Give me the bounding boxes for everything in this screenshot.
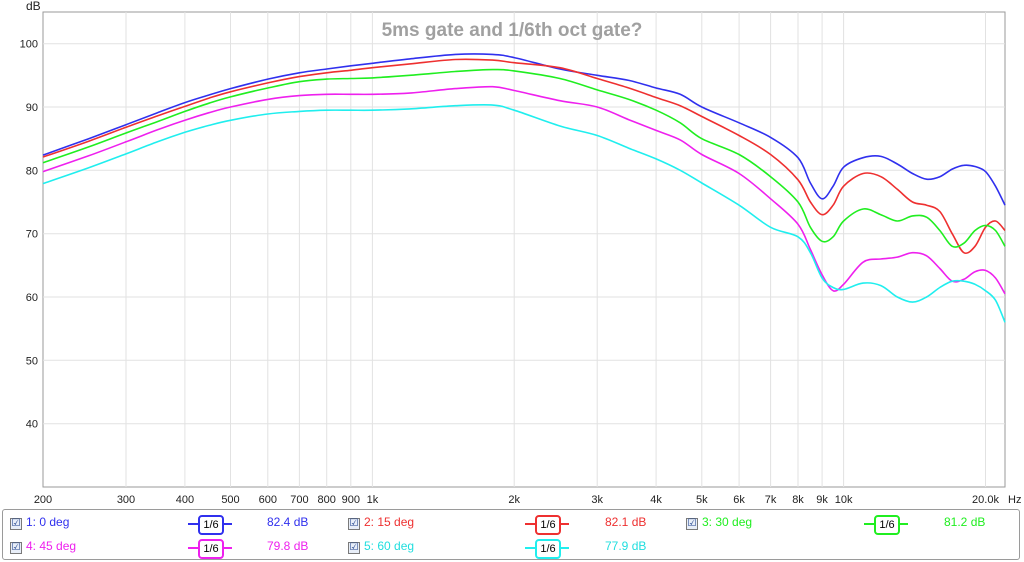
smoothing-swatch-45-deg[interactable]: 1/6 [188,538,232,559]
x-tick-label: 800 [318,494,336,506]
legend-checkbox-0-deg[interactable]: ☑ [10,518,22,530]
legend-value-30-deg: 81.2 dB [944,515,986,529]
series-line-2 [42,58,1006,255]
x-tick-label: 300 [117,494,135,506]
x-tick-label: 400 [176,494,194,506]
legend-checkbox-15-deg[interactable]: ☑ [348,518,360,530]
legend-panel: ☑ 1: 0 deg 1/6 82.4 dB ☑ 2: 15 deg 1/6 8… [2,509,1020,560]
smoothing-label-0-deg: 1/6 [198,515,224,535]
x-axis-unit-label: Hz [1008,494,1021,506]
smoothing-swatch-30-deg[interactable]: 1/6 [864,514,908,535]
y-tick-label: 100 [20,39,38,51]
legend-checkbox-30-deg[interactable]: ☑ [686,518,698,530]
smoothing-swatch-15-deg[interactable]: 1/6 [525,514,569,535]
x-tick-label: 500 [221,494,239,506]
smoothing-label-60-deg: 1/6 [535,539,561,559]
x-tick-label: 20.0k [972,494,999,506]
chart-title: 5ms gate and 1/6th oct gate? [382,20,643,41]
y-tick-label: 80 [26,165,38,177]
legend-checkbox-60-deg[interactable]: ☑ [348,542,360,554]
y-tick-labels: 40 50 60 70 80 90 100 [20,39,38,431]
x-tick-label: 600 [259,494,277,506]
plot-area [42,11,1006,488]
legend-label-30-deg: 3: 30 deg [702,515,753,529]
smoothing-label-45-deg: 1/6 [198,539,224,559]
legend-value-60-deg: 77.9 dB [605,539,647,553]
x-tick-label: 10k [835,494,853,506]
smoothing-label-15-deg: 1/6 [535,515,561,535]
legend-value-0-deg: 82.4 dB [267,515,309,529]
x-tick-label: 700 [290,494,308,506]
legend-label-0-deg: 1: 0 deg [26,515,70,529]
x-tick-label: 4k [650,494,662,506]
series-lines [42,53,1006,323]
smoothing-swatch-60-deg[interactable]: 1/6 [525,538,569,559]
series-line-5 [42,104,1006,323]
x-tick-labels: 200 300 400 500 600 700 800 900 1k 2k 3k 4k 5k 6k 7k 8k… [34,494,1000,506]
y-tick-label: 50 [26,355,38,367]
legend-value-15-deg: 82.1 dB [605,515,647,529]
smoothing-swatch-0-deg[interactable]: 1/6 [188,514,232,535]
x-tick-label: 900 [342,494,360,506]
smoothing-label-30-deg: 1/6 [874,515,900,535]
legend-label-45-deg: 4: 45 deg [26,539,77,553]
x-tick-label: 8k [792,494,804,506]
legend-value-45-deg: 79.8 dB [267,539,309,553]
legend-label-15-deg: 2: 15 deg [364,515,415,529]
series-line-4 [42,85,1006,295]
x-tick-label: 2k [508,494,520,506]
y-tick-label: 70 [26,229,38,241]
y-tick-label: 40 [26,419,38,431]
x-tick-label: 6k [733,494,745,506]
legend-label-60-deg: 5: 60 deg [364,539,415,553]
series-line-1 [42,53,1006,206]
series-line-3 [42,68,1006,248]
x-tick-label: 5k [696,494,708,506]
x-tick-label: 200 [34,494,52,506]
x-tick-label: 1k [367,494,379,506]
frequency-response-chart: 200 300 400 500 600 700 800 900 1k 2k 3k 4k 5k 6k 7k 8k… [20,0,1022,506]
x-tick-label: 9k [816,494,828,506]
x-tick-label: 3k [591,494,603,506]
y-axis-unit-label: dB [26,0,41,13]
y-tick-label: 90 [26,102,38,114]
legend-checkbox-45-deg[interactable]: ☑ [10,542,22,554]
x-tick-label: 7k [765,494,777,506]
grid-lines [43,12,1005,487]
y-tick-label: 60 [26,292,38,304]
